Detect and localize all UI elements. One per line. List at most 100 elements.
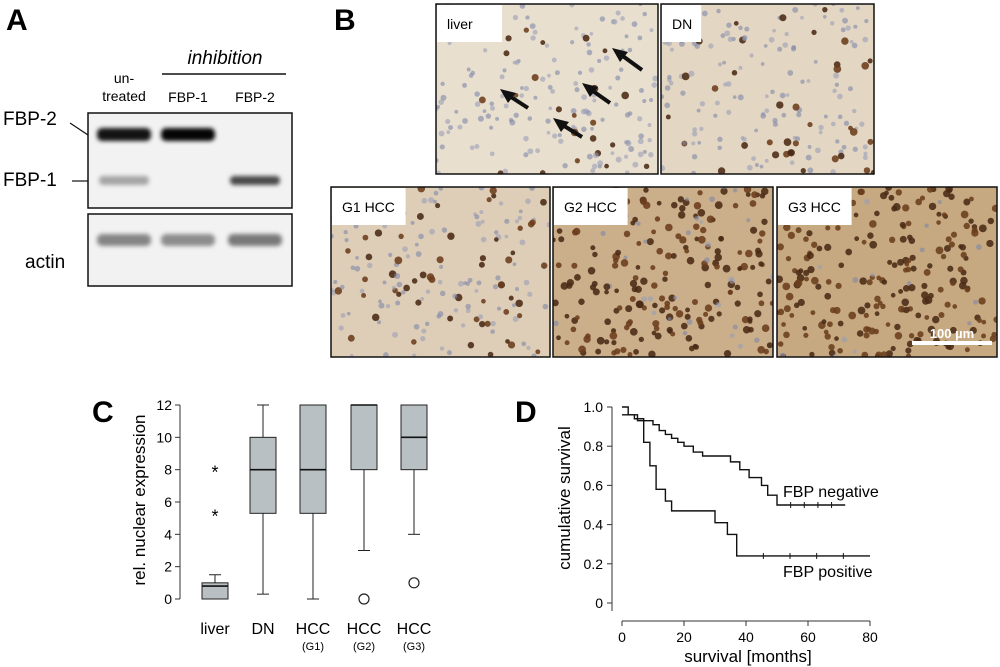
series-label-fbp-positive: FBP positive — [783, 564, 873, 581]
outlier-circle — [408, 577, 420, 589]
scale-bar-label: 100 µm — [930, 326, 974, 341]
blot-bands — [97, 128, 280, 185]
km-curve-fbp-positive — [622, 414, 870, 557]
c-ytick-label: 12 — [156, 397, 172, 413]
d-xtick-label: 60 — [800, 629, 816, 645]
panel-c: C rel. nuclear expression 024681012**liv… — [92, 396, 431, 653]
lane-label-fbp2: FBP-2 — [235, 89, 275, 105]
tissue-nuclei — [553, 187, 773, 357]
histology-image-4: G2 HCC — [552, 186, 774, 358]
histology-images: liver DN G1 HCC G2 HCC G3 HCC — [330, 3, 998, 358]
actin-bands — [97, 234, 282, 246]
inhibition-header: inhibition — [188, 48, 263, 69]
band-fbp2-lane-2 — [161, 128, 215, 141]
c-ytick-label: 6 — [164, 494, 172, 510]
band-actin-lane-3 — [228, 234, 282, 246]
panel-a-letter: A — [6, 4, 28, 37]
image-label: DN — [672, 16, 692, 32]
panel-b-letter: B — [334, 4, 356, 37]
blot-actin — [87, 213, 293, 287]
outlier-star: * — [211, 506, 218, 526]
c-ytick-label: 0 — [164, 591, 172, 607]
panel-d: D cumulative survival survival [months] … — [515, 396, 879, 666]
image-frame — [776, 186, 998, 358]
d-xtick-label: 0 — [618, 629, 626, 645]
image-label: liver — [447, 16, 473, 32]
box-2 — [249, 404, 277, 595]
band-fbp1-lane-1 — [99, 176, 149, 185]
outlier-circle — [358, 593, 370, 605]
band-fbp1-lane-3 — [230, 176, 280, 185]
d-ytick-label: 0.2 — [584, 556, 604, 572]
c-category-sublabel: (G3) — [403, 641, 425, 653]
c-ytick-label: 4 — [164, 526, 172, 542]
histology-image-2: DN — [660, 3, 875, 175]
lane-label-fbp1: FBP-1 — [168, 89, 208, 105]
image-label-box — [778, 188, 852, 225]
histology-image-1: liver — [435, 3, 659, 175]
box-1: ** — [201, 463, 229, 600]
panel-a: A inhibition un- treated FBP-1 FBP-2 FBP… — [3, 4, 293, 287]
image-frame — [330, 186, 551, 358]
liver-arrows — [500, 48, 644, 139]
image-label: G2 HCC — [564, 199, 617, 215]
d-ytick-label: 0.8 — [584, 438, 604, 454]
tissue-nuclei — [661, 4, 874, 174]
series-label-fbp-negative: FBP negative — [783, 484, 879, 501]
c-ytick-label: 8 — [164, 462, 172, 478]
band-actin-lane-2 — [161, 234, 215, 246]
box-body — [299, 404, 327, 514]
histology-image-5: G3 HCC — [776, 186, 998, 358]
c-category-sublabel: (G1) — [302, 641, 324, 653]
c-category-sublabel: (G2) — [353, 641, 375, 653]
image-frame — [660, 3, 875, 175]
image-label-box — [662, 5, 702, 42]
box-body — [249, 436, 277, 514]
c-ytick-label: 2 — [164, 559, 172, 575]
d-xlabel: survival [months] — [684, 647, 812, 666]
c-category-label: HCC — [296, 621, 331, 638]
panel-d-letter: D — [515, 396, 537, 429]
tissue-nuclei — [777, 187, 997, 357]
d-ytick-label: 0.4 — [584, 517, 604, 533]
box-3 — [299, 404, 327, 600]
image-label: G1 HCC — [342, 199, 395, 215]
image-label-box — [332, 188, 406, 225]
c-category-label: HCC — [347, 621, 382, 638]
box-5 — [400, 404, 428, 589]
band-fbp2-lane-1 — [97, 128, 151, 141]
box-4 — [350, 404, 378, 605]
box-body — [350, 404, 378, 471]
d-ytick-label: 1.0 — [584, 399, 604, 415]
band-label-fbp1: FBP-1 — [3, 170, 57, 191]
lane-label-untreated-1: un- — [114, 70, 135, 86]
band-label-fbp2: FBP-2 — [3, 109, 57, 130]
c-category-label: DN — [251, 621, 274, 638]
d-ytick-label: 0.6 — [584, 477, 604, 493]
c-category-label: HCC — [397, 621, 432, 638]
outlier-star: * — [211, 463, 218, 483]
panel-c-letter: C — [92, 396, 114, 429]
image-frame — [552, 186, 774, 358]
km-curve-fbp-negative — [622, 406, 846, 506]
survival-chart: 0 0.2 0.4 0.6 0.8 1.0 0 20 40 60 80 FBP negative FBP… — [584, 399, 879, 645]
image-label-box — [554, 188, 628, 225]
image-label-box — [437, 5, 502, 42]
d-xtick-label: 40 — [738, 629, 754, 645]
band-label-actin: actin — [25, 252, 65, 273]
d-ytick-label: 0 — [595, 595, 603, 611]
d-ylabel: cumulative survival — [555, 426, 574, 570]
tissue-nuclei — [436, 4, 658, 174]
lane-label-untreated-2: treated — [102, 88, 146, 104]
fbp2-pointer-line — [69, 122, 89, 136]
c-ytick-label: 10 — [156, 429, 172, 445]
c-category-label: liver — [200, 621, 230, 638]
image-frame — [435, 3, 659, 175]
panel-b: B liver DN G1 HCC G2 HCC G3 HCC 100 µm — [330, 3, 998, 358]
c-ylabel: rel. nuclear expression — [130, 414, 149, 585]
d-xtick-label: 80 — [862, 629, 878, 645]
histology-image-3: G1 HCC — [330, 186, 551, 358]
box-body — [201, 582, 229, 600]
